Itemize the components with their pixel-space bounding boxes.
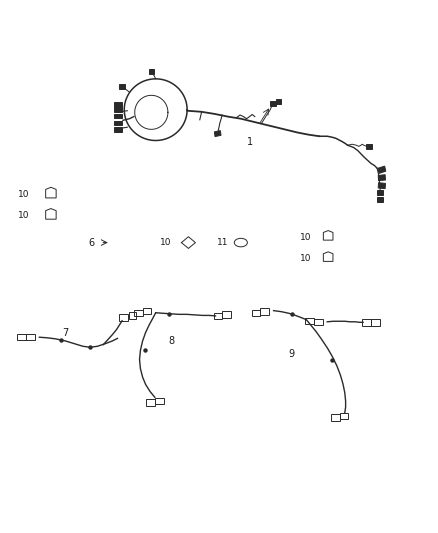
- Bar: [26, 334, 35, 341]
- Bar: [371, 319, 380, 326]
- Bar: [114, 102, 122, 107]
- Bar: [114, 127, 122, 132]
- Bar: [114, 114, 122, 118]
- Text: 10: 10: [300, 254, 311, 263]
- Text: 6: 6: [88, 238, 94, 247]
- Bar: [276, 99, 282, 104]
- Bar: [362, 319, 371, 326]
- Bar: [378, 183, 385, 189]
- Bar: [377, 190, 383, 195]
- Bar: [314, 319, 323, 325]
- Bar: [261, 309, 269, 315]
- Bar: [119, 84, 125, 89]
- Bar: [270, 101, 276, 107]
- Text: 10: 10: [300, 233, 311, 242]
- Bar: [149, 69, 154, 74]
- Text: 11: 11: [217, 238, 228, 247]
- Text: 9: 9: [289, 349, 295, 359]
- Text: 10: 10: [18, 212, 30, 221]
- Text: 7: 7: [62, 328, 68, 338]
- Text: 10: 10: [18, 190, 30, 199]
- Bar: [155, 398, 163, 404]
- Bar: [378, 175, 385, 181]
- Bar: [223, 311, 231, 318]
- Text: 8: 8: [169, 336, 175, 346]
- Bar: [305, 318, 314, 324]
- Bar: [214, 313, 223, 319]
- Bar: [114, 120, 122, 125]
- Bar: [339, 413, 348, 419]
- Text: 10: 10: [160, 238, 172, 247]
- Bar: [17, 334, 26, 341]
- Bar: [331, 414, 339, 421]
- Text: 1: 1: [247, 136, 254, 147]
- Bar: [378, 166, 386, 173]
- Bar: [129, 312, 137, 319]
- Bar: [114, 107, 122, 112]
- Bar: [252, 310, 261, 317]
- Bar: [377, 197, 383, 202]
- Bar: [143, 308, 151, 314]
- Bar: [134, 310, 143, 316]
- Bar: [366, 144, 372, 149]
- Bar: [146, 399, 155, 406]
- Bar: [214, 131, 221, 136]
- Bar: [120, 314, 128, 321]
